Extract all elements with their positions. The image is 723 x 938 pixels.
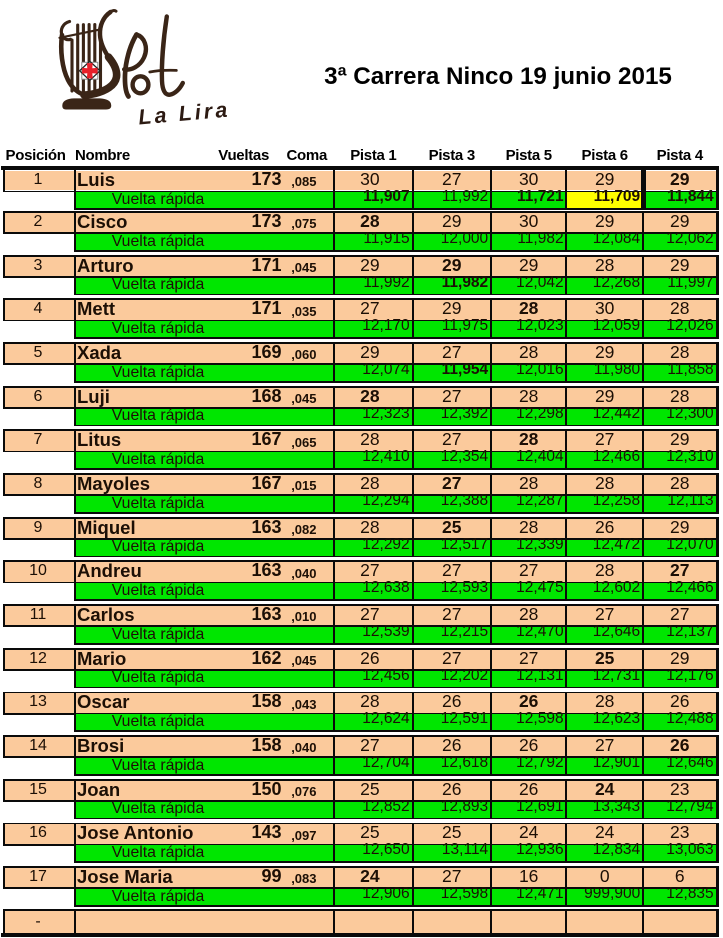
svg-text:La Lira: La Lira: [137, 98, 231, 130]
